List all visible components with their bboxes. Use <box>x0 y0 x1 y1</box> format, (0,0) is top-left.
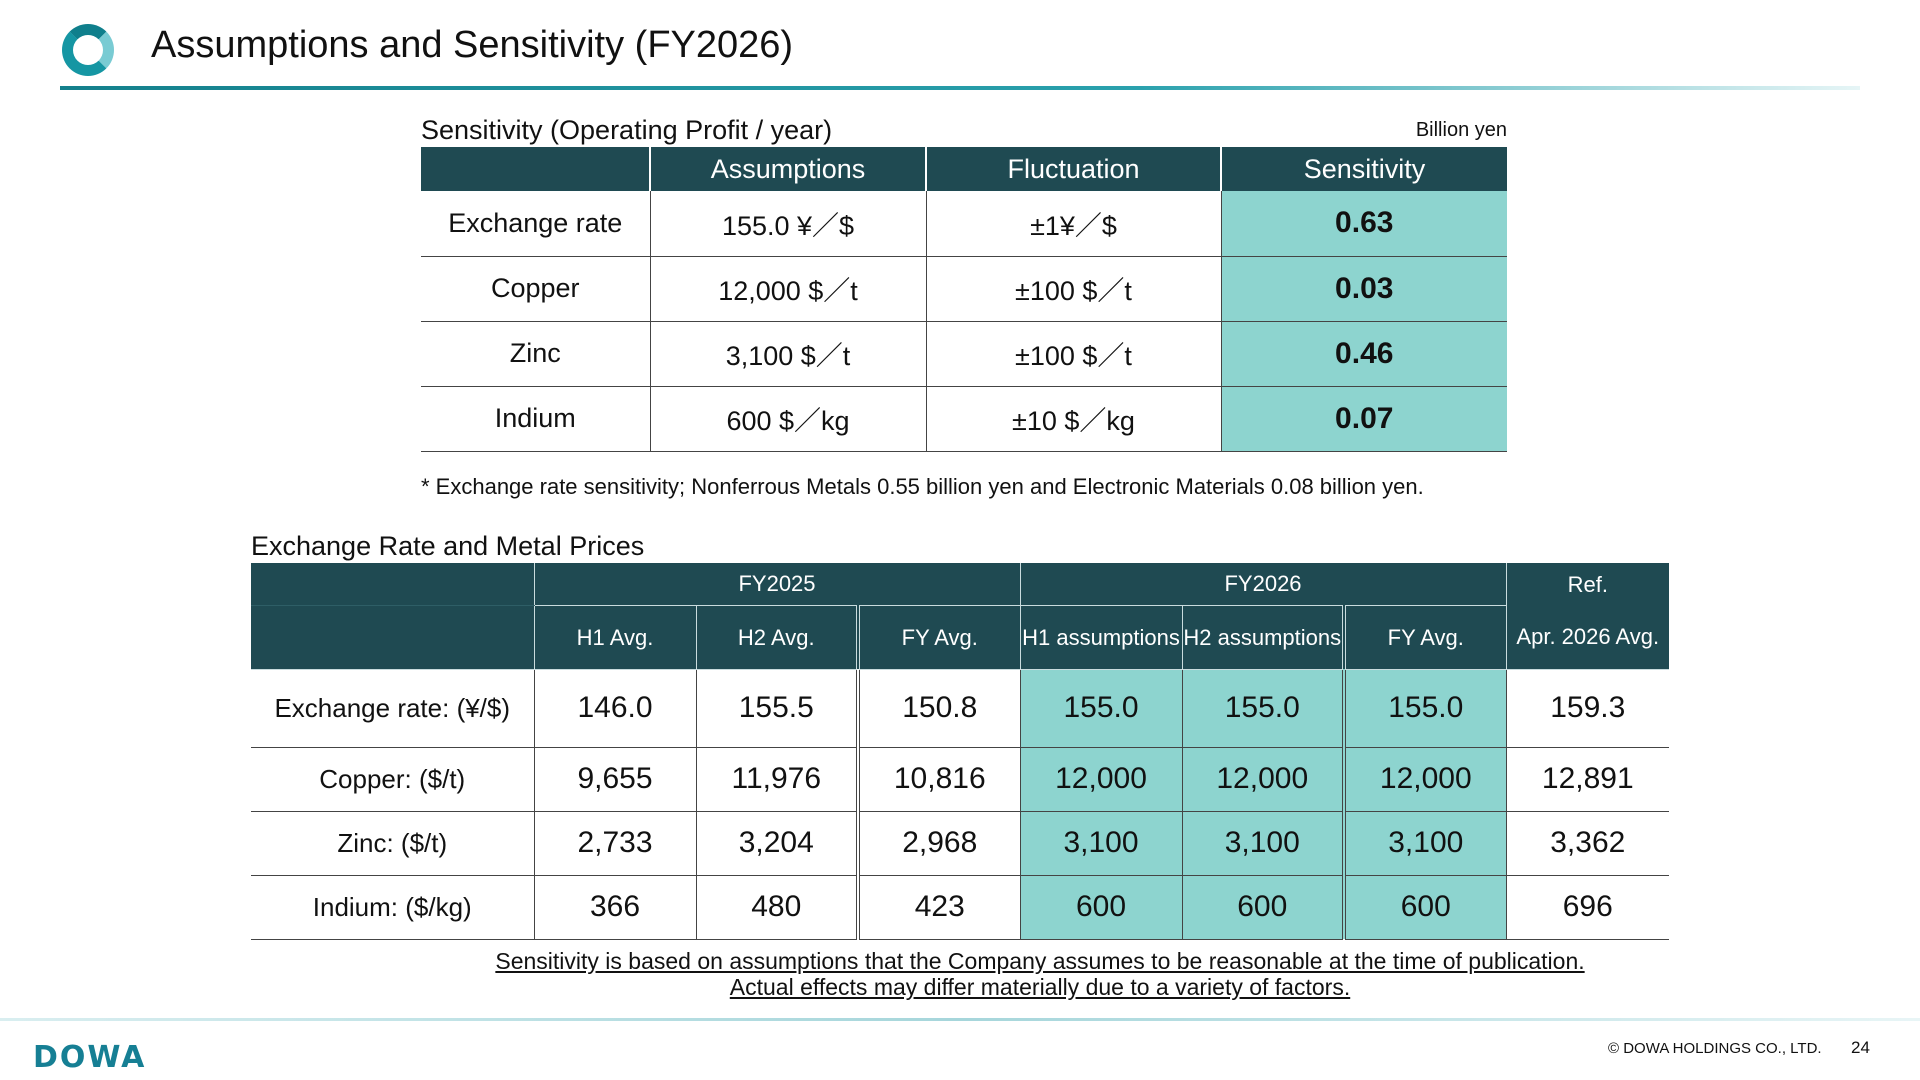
assumption-cell: 12,000 $／t <box>650 256 927 322</box>
value-cell: 11,976 <box>696 747 860 812</box>
row-label: Exchange rate: (¥/$) <box>251 669 535 748</box>
header-fy2026-fy: FY Avg. <box>1344 605 1507 670</box>
prices-table: FY2025 FY2026 Ref. H1 Avg. H2 Avg. FY Av… <box>251 563 1670 940</box>
header-fluctuation: Fluctuation <box>926 147 1222 191</box>
value-cell: 12,000 <box>1344 747 1507 812</box>
value-cell: 159.3 <box>1506 669 1670 748</box>
value-cell: 3,100 <box>1020 811 1183 876</box>
value-cell: 3,362 <box>1506 811 1670 876</box>
value-cell: 600 <box>1020 875 1183 940</box>
header-fy2025-h1: H1 Avg. <box>534 605 697 670</box>
header-blank <box>421 147 651 191</box>
prices-group-header-row: FY2025 FY2026 Ref. <box>251 563 1670 606</box>
header-fy2025-fy: FY Avg. <box>858 605 1021 670</box>
table-row: Copper 12,000 $／t ±100 $／t 0.03 <box>421 256 1507 322</box>
value-cell: 12,891 <box>1506 747 1670 812</box>
title-bar: Assumptions and Sensitivity (FY2026) <box>60 20 1860 92</box>
value-cell: 155.0 <box>1344 669 1507 748</box>
sensitivity-footnote: * Exchange rate sensitivity; Nonferrous … <box>421 474 1424 499</box>
assumption-cell: 600 $／kg <box>650 386 927 452</box>
value-cell: 12,000 <box>1020 747 1183 812</box>
table-row: Zinc 3,100 $／t ±100 $／t 0.46 <box>421 321 1507 387</box>
row-label: Zinc <box>421 321 651 387</box>
row-label: Indium: ($/kg) <box>251 875 535 940</box>
header-ref: Ref. <box>1506 563 1670 605</box>
fluctuation-cell: ±10 $／kg <box>926 386 1222 452</box>
row-label: Copper <box>421 256 651 322</box>
prices-section-title: Exchange Rate and Metal Prices <box>251 531 645 561</box>
value-cell: 423 <box>858 875 1021 940</box>
header-fy2026: FY2026 <box>1020 563 1507 606</box>
value-cell: 600 <box>1182 875 1347 940</box>
header-blank <box>251 605 535 670</box>
value-cell: 150.8 <box>858 669 1021 748</box>
assumption-cell: 3,100 $／t <box>650 321 927 387</box>
fluctuation-cell: ±100 $／t <box>926 256 1222 322</box>
value-cell: 600 <box>1344 875 1507 940</box>
disclaimer-line-2: Actual effects may differ materially due… <box>729 974 1351 1000</box>
header-ref-period: Apr. 2026 Avg. <box>1506 605 1670 670</box>
header-fy2025-h2: H2 Avg. <box>696 605 860 670</box>
sensitivity-section-title: Sensitivity (Operating Profit / year) <box>421 115 833 145</box>
dowa-logo: DOWA <box>33 1040 147 1075</box>
value-cell: 155.0 <box>1182 669 1347 748</box>
fluctuation-cell: ±1¥／$ <box>926 191 1222 257</box>
value-cell: 480 <box>696 875 860 940</box>
value-cell: 3,204 <box>696 811 860 876</box>
table-row: Indium 600 $／kg ±10 $／kg 0.07 <box>421 386 1507 452</box>
sensitivity-header-row: Assumptions Fluctuation Sensitivity <box>421 147 1507 191</box>
copyright-text: © DOWA HOLDINGS CO., LTD. <box>1608 1040 1822 1057</box>
header-blank <box>251 563 535 606</box>
value-cell: 2,733 <box>534 811 697 876</box>
table-row: Copper: ($/t) 9,655 11,976 10,816 12,000… <box>251 747 1670 812</box>
table-row: Exchange rate 155.0 ¥／$ ±1¥／$ 0.63 <box>421 191 1507 257</box>
sensitivity-cell: 0.07 <box>1221 386 1507 452</box>
page-number: 24 <box>1851 1038 1870 1057</box>
assumption-cell: 155.0 ¥／$ <box>650 191 927 257</box>
unit-label: Billion yen <box>1415 119 1507 141</box>
value-cell: 366 <box>534 875 697 940</box>
table-row: Exchange rate: (¥/$) 146.0 155.5 150.8 1… <box>251 669 1670 748</box>
value-cell: 9,655 <box>534 747 697 812</box>
value-cell: 10,816 <box>858 747 1021 812</box>
value-cell: 3,100 <box>1182 811 1347 876</box>
header-fy2025: FY2025 <box>534 563 1021 606</box>
row-label: Copper: ($/t) <box>251 747 535 812</box>
header-fy2026-h1: H1 assumptions <box>1020 605 1183 670</box>
value-cell: 146.0 <box>534 669 697 748</box>
prices-sub-header-row: H1 Avg. H2 Avg. FY Avg. H1 assumptions H… <box>251 605 1670 670</box>
table-row: Indium: ($/kg) 366 480 423 600 600 600 6… <box>251 875 1670 940</box>
sensitivity-cell: 0.46 <box>1221 321 1507 387</box>
fluctuation-cell: ±100 $／t <box>926 321 1222 387</box>
ring-logo-icon <box>62 24 114 76</box>
value-cell: 696 <box>1506 875 1670 940</box>
value-cell: 3,100 <box>1344 811 1507 876</box>
disclaimer-line-1: Sensitivity is based on assumptions that… <box>495 948 1585 974</box>
title-divider <box>60 86 1860 90</box>
header-sensitivity: Sensitivity <box>1221 147 1507 191</box>
row-label: Indium <box>421 386 651 452</box>
header-fy2026-h2: H2 assumptions <box>1182 605 1347 670</box>
sensitivity-cell: 0.03 <box>1221 256 1507 322</box>
row-label: Zinc: ($/t) <box>251 811 535 876</box>
footer-divider <box>0 1018 1920 1021</box>
sensitivity-cell: 0.63 <box>1221 191 1507 257</box>
value-cell: 155.0 <box>1020 669 1183 748</box>
value-cell: 12,000 <box>1182 747 1347 812</box>
table-row: Zinc: ($/t) 2,733 3,204 2,968 3,100 3,10… <box>251 811 1670 876</box>
value-cell: 155.5 <box>696 669 860 748</box>
value-cell: 2,968 <box>858 811 1021 876</box>
sensitivity-table: Assumptions Fluctuation Sensitivity Exch… <box>421 147 1507 452</box>
row-label: Exchange rate <box>421 191 651 257</box>
page-title: Assumptions and Sensitivity (FY2026) <box>151 24 794 66</box>
header-assumptions: Assumptions <box>650 147 927 191</box>
